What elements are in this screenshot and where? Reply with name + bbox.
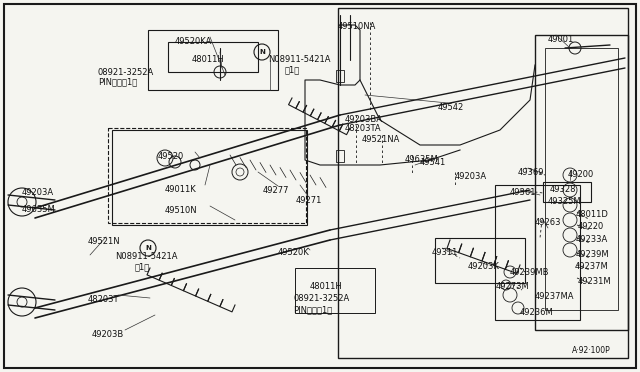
Text: 49277: 49277 <box>263 186 289 195</box>
Text: 49541: 49541 <box>420 158 446 167</box>
Text: 48203T: 48203T <box>88 295 120 304</box>
Text: 49510NA: 49510NA <box>338 22 376 31</box>
Text: 08921-3252A: 08921-3252A <box>293 294 349 303</box>
Bar <box>435 238 525 283</box>
Text: PINピン（1）: PINピン（1） <box>98 77 137 86</box>
Text: （1）: （1） <box>135 262 150 271</box>
Bar <box>295 268 375 313</box>
Text: 49542: 49542 <box>438 103 464 112</box>
Text: 49263: 49263 <box>535 218 561 227</box>
Text: 49311: 49311 <box>432 248 458 257</box>
Bar <box>338 8 628 358</box>
Text: 49521N: 49521N <box>88 237 120 246</box>
Text: 49011K: 49011K <box>165 185 196 194</box>
Text: 49203A: 49203A <box>455 172 487 181</box>
Text: 49510N: 49510N <box>165 206 198 215</box>
Text: 49520KA: 49520KA <box>175 37 212 46</box>
Text: N: N <box>259 49 265 55</box>
Bar <box>148 30 278 90</box>
Text: 49237MA: 49237MA <box>535 292 575 301</box>
Text: （1）: （1） <box>285 65 300 74</box>
Text: 48011H: 48011H <box>310 282 343 291</box>
Text: 49237M: 49237M <box>575 262 609 271</box>
Text: 08921-3252A: 08921-3252A <box>98 68 154 77</box>
Text: 49231M: 49231M <box>578 277 612 286</box>
Text: 49361: 49361 <box>510 188 536 197</box>
Text: A·92·100P: A·92·100P <box>572 346 611 355</box>
Text: PINピン（1）: PINピン（1） <box>293 305 332 314</box>
Text: 49200: 49200 <box>568 170 595 179</box>
Bar <box>112 130 307 225</box>
Bar <box>495 185 580 320</box>
Text: 49203BA: 49203BA <box>345 115 383 124</box>
Text: 49220: 49220 <box>578 222 604 231</box>
Text: 49233A: 49233A <box>576 235 608 244</box>
Text: 48011H: 48011H <box>192 55 225 64</box>
Text: 49369: 49369 <box>518 168 545 177</box>
Text: 49520K: 49520K <box>278 248 310 257</box>
Text: 48011D: 48011D <box>576 210 609 219</box>
Text: 49203B: 49203B <box>92 330 124 339</box>
Text: 49273M: 49273M <box>496 282 530 291</box>
Text: 49239MB: 49239MB <box>510 268 550 277</box>
Text: 48203TA: 48203TA <box>345 124 381 133</box>
Bar <box>168 42 258 72</box>
Bar <box>543 182 591 202</box>
Text: 49635M: 49635M <box>405 155 439 164</box>
Text: 49635M: 49635M <box>22 205 56 214</box>
Text: 49203K: 49203K <box>468 262 500 271</box>
Bar <box>336 150 344 162</box>
Text: 49325M: 49325M <box>548 197 582 206</box>
Text: N: N <box>145 245 151 251</box>
Text: 49001: 49001 <box>548 35 574 44</box>
Text: 49271: 49271 <box>296 196 323 205</box>
Text: 49328: 49328 <box>550 185 577 194</box>
Text: N08911-5421A: N08911-5421A <box>115 252 177 261</box>
Text: 49236M: 49236M <box>520 308 554 317</box>
Bar <box>108 128 306 223</box>
Text: 49203A: 49203A <box>22 188 54 197</box>
Text: 49520: 49520 <box>158 152 184 161</box>
Text: N08911-5421A: N08911-5421A <box>268 55 330 64</box>
Bar <box>336 70 344 82</box>
Text: 49239M: 49239M <box>576 250 610 259</box>
Text: 49521NA: 49521NA <box>362 135 401 144</box>
